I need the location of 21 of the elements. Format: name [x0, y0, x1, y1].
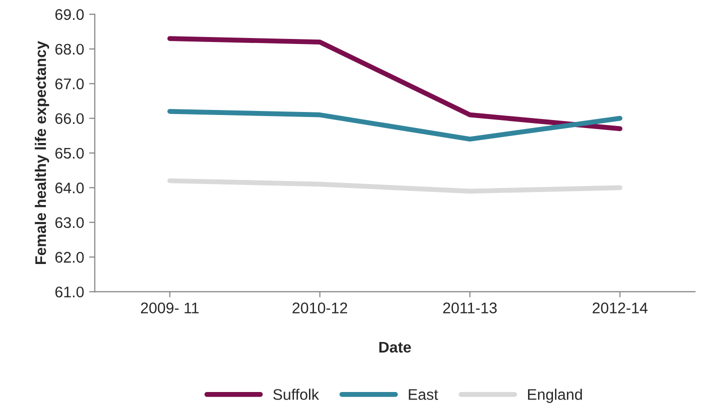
y-tick-label: 69.0 [55, 9, 84, 20]
line-series [167, 108, 622, 142]
legend-label: East [408, 389, 438, 400]
y-tick-label: 67.0 [55, 78, 84, 90]
x-axis-title: Date [379, 342, 411, 353]
y-tick-label: 65.0 [55, 148, 84, 159]
x-tick-label: 2009- 11 [140, 302, 199, 314]
legend-label: Suffolk [273, 388, 320, 400]
line-series [167, 178, 622, 194]
y-tick-label: 61.0 [55, 286, 84, 298]
line-series [167, 36, 622, 132]
y-tick-label: 66.0 [55, 113, 84, 124]
legend-label: England [528, 388, 582, 403]
x-tick-label: 2011-13 [443, 302, 497, 314]
x-tick-label: 2012-14 [592, 302, 648, 314]
x-tick-label: 2010-12 [292, 302, 348, 314]
y-tick-label: 64.0 [55, 182, 84, 194]
y-tick-label: 62.0 [55, 252, 84, 263]
y-tick-label: 68.0 [55, 44, 84, 55]
y-tick-label: 63.0 [55, 217, 84, 228]
y-axis-title: Female healthy life expectancy [34, 40, 50, 264]
